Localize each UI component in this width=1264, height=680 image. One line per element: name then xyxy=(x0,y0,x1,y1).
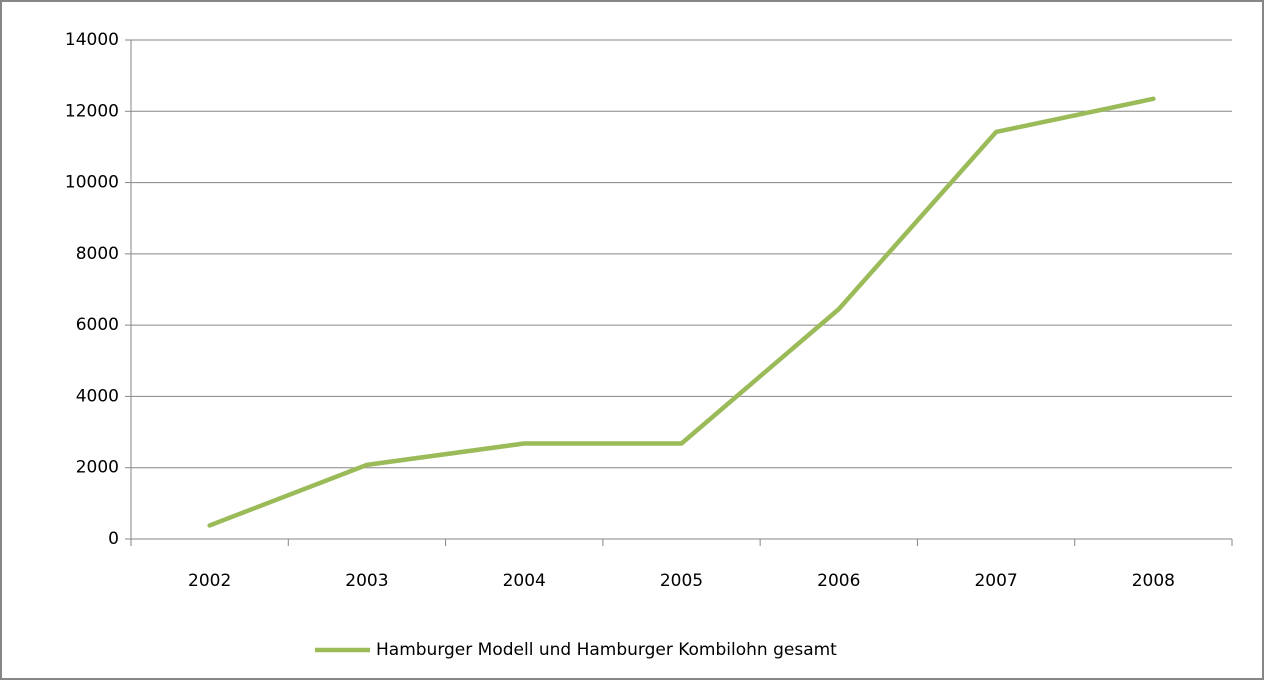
y-tick-label: 8000 xyxy=(76,244,119,264)
x-tick-label: 2002 xyxy=(188,571,231,591)
y-tick-label: 4000 xyxy=(76,386,119,406)
x-tick-label: 2005 xyxy=(660,571,703,591)
x-tick-label: 2003 xyxy=(345,571,388,591)
y-tick-label: 10000 xyxy=(65,173,119,193)
y-tick-label: 6000 xyxy=(76,315,119,335)
y-tick-label: 14000 xyxy=(65,30,119,50)
y-tick-label: 12000 xyxy=(65,101,119,121)
y-tick-label: 2000 xyxy=(76,458,119,478)
data-line xyxy=(207,96,1156,528)
x-tick-label: 2008 xyxy=(1132,571,1175,591)
legend-label: Hamburger Modell und Hamburger Kombilohn… xyxy=(376,640,837,660)
y-tick-label: 0 xyxy=(108,529,119,549)
x-tick-label: 2007 xyxy=(974,571,1017,591)
x-tick-label: 2004 xyxy=(503,571,546,591)
x-tick-label: 2006 xyxy=(817,571,860,591)
